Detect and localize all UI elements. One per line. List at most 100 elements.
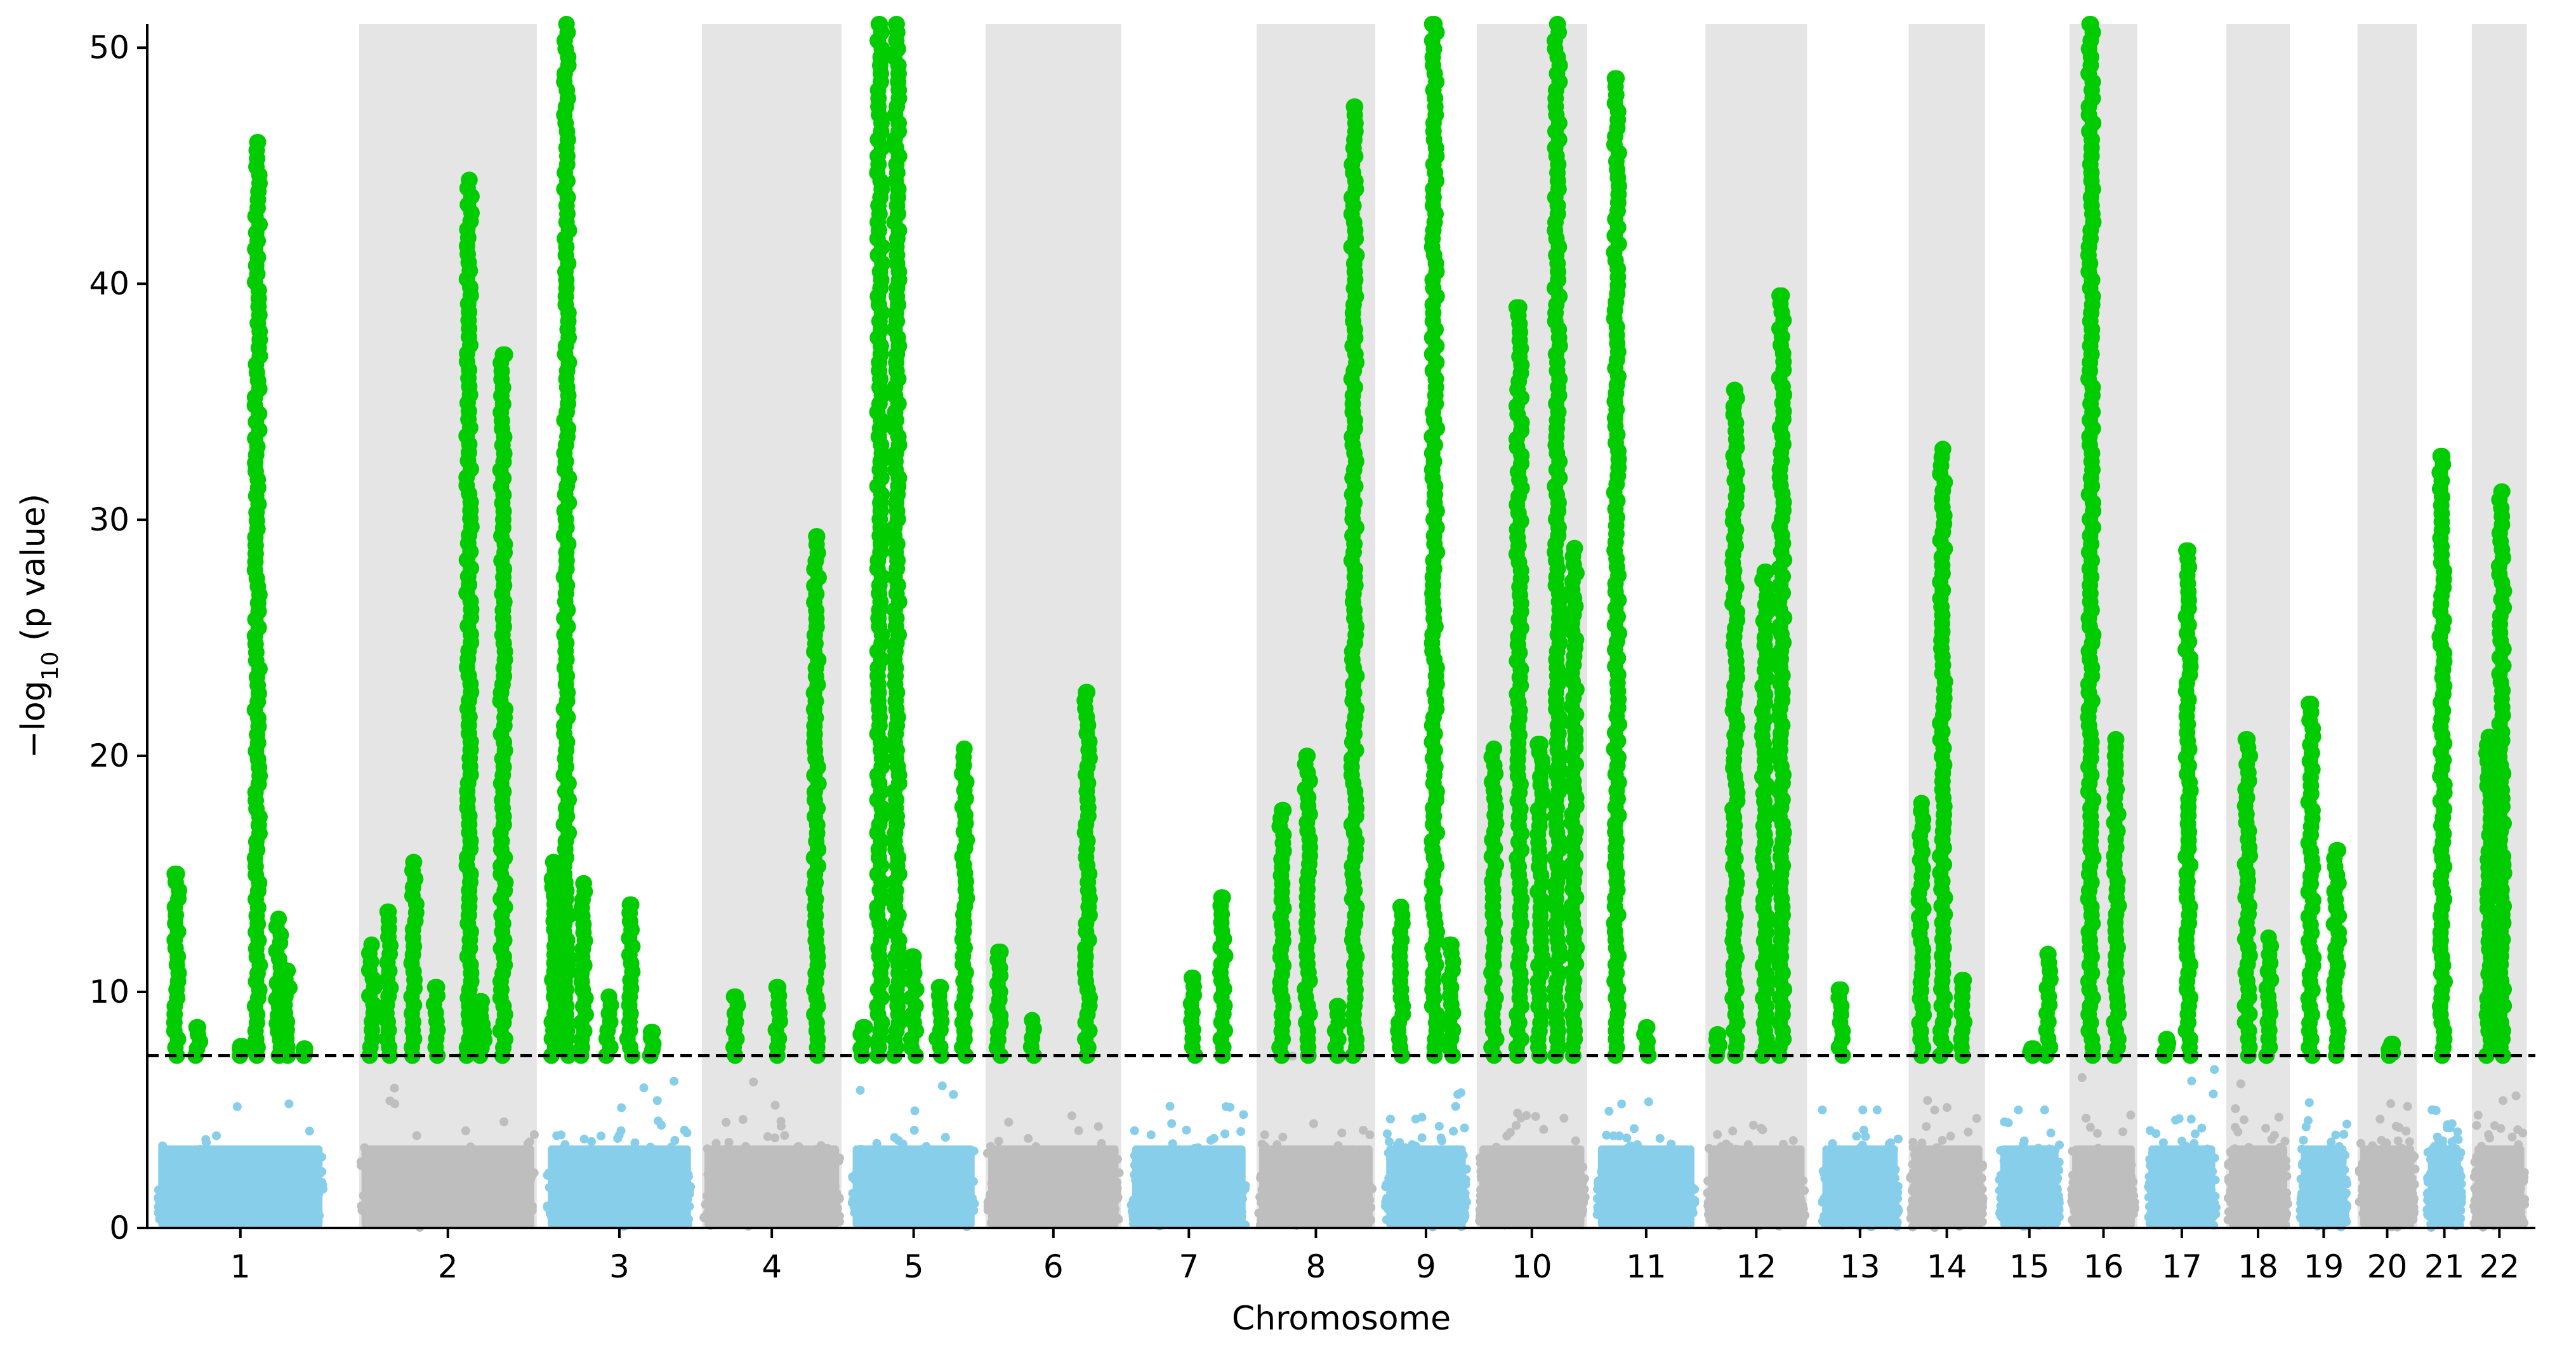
bg-point <box>1644 1097 1653 1107</box>
bg-point <box>1222 1102 1231 1111</box>
bg-point <box>1239 1110 1248 1119</box>
bg-point <box>305 1126 314 1136</box>
bg-point <box>1615 1132 1624 1141</box>
bg-point <box>749 1077 758 1086</box>
bg-point <box>776 1116 786 1126</box>
bg-point <box>770 1100 780 1110</box>
bg-point <box>1539 1125 1549 1134</box>
peak-top-point <box>295 1040 312 1057</box>
peak-top-point <box>642 1024 659 1041</box>
peak-top-point <box>1549 16 1566 32</box>
bg-point <box>1236 1127 1246 1137</box>
bg-point <box>614 1131 624 1140</box>
bg-point <box>1146 1130 1156 1140</box>
bg-point <box>1436 1133 1446 1143</box>
bg-point <box>201 1135 211 1144</box>
bg-point <box>1571 1136 1580 1145</box>
peak-top-point <box>426 979 444 996</box>
bg-point <box>670 1076 679 1086</box>
bg-point <box>1074 1126 1083 1135</box>
peak-top-point <box>956 740 973 757</box>
peak-top-point <box>1443 936 1460 953</box>
bg-point <box>722 1118 731 1127</box>
bg-point <box>1451 1102 1460 1111</box>
peak-top-point <box>770 979 787 996</box>
bg-point <box>855 1086 865 1095</box>
bg-point <box>1130 1126 1139 1135</box>
bg-point <box>529 1130 539 1139</box>
bg-point <box>1655 1133 1665 1143</box>
peak-top-point <box>854 1019 871 1036</box>
bg-point <box>1788 1136 1798 1145</box>
bg-point <box>412 1131 421 1140</box>
peak-top-point <box>494 346 512 363</box>
bg-point <box>1512 1121 1521 1130</box>
peak-top-point <box>406 854 423 871</box>
bg-point <box>1167 1119 1177 1128</box>
bg-point <box>1385 1114 1395 1124</box>
bg-point <box>1024 1133 1033 1143</box>
peak-top-point <box>380 903 397 920</box>
bg-point <box>1165 1102 1175 1111</box>
bg-point <box>780 1131 789 1140</box>
peak-top-point <box>1426 16 1443 32</box>
peak-top-point <box>1299 748 1316 765</box>
bg-point <box>586 1137 596 1146</box>
bg-point <box>1559 1114 1569 1123</box>
bg-fill-11 <box>1597 1145 1694 1228</box>
peak-top-point <box>1274 802 1291 819</box>
peak-top-point <box>727 988 744 1005</box>
bg-point <box>1513 1108 1522 1118</box>
bg-point <box>1359 1125 1368 1135</box>
bg-point <box>1337 1128 1347 1138</box>
chromosome-band-12 <box>1705 24 1807 1228</box>
bg-point <box>941 1133 950 1142</box>
bg-point <box>556 1130 565 1140</box>
chromosome-band-20 <box>2357 24 2417 1228</box>
peak-top-point <box>1392 899 1409 916</box>
bg-point <box>1260 1130 1269 1140</box>
bg-point <box>390 1083 399 1093</box>
peak-top-point <box>930 979 948 996</box>
bg-point <box>1434 1121 1444 1131</box>
bg-point <box>994 1137 1003 1146</box>
peak-top-point <box>1637 1019 1655 1036</box>
bg-point <box>652 1096 662 1106</box>
bg-point <box>1182 1125 1191 1135</box>
bg-point <box>909 1126 919 1135</box>
bg-point <box>894 1135 903 1145</box>
bg-point <box>680 1125 689 1135</box>
bg-point <box>670 1135 680 1145</box>
peak-top-point <box>363 936 380 953</box>
bg-fill-8 <box>1259 1145 1373 1228</box>
bg-point <box>1004 1118 1014 1127</box>
bg-point <box>597 1132 606 1141</box>
bg-point <box>639 1083 649 1093</box>
bg-point <box>617 1103 626 1112</box>
bg-point <box>1209 1133 1219 1143</box>
peak-top-point <box>1608 70 1625 87</box>
peak-top-point <box>1079 683 1096 701</box>
bg-fill-9 <box>1386 1145 1466 1228</box>
bg-point <box>232 1102 242 1111</box>
bg-point <box>1093 1122 1103 1132</box>
bg-point <box>1417 1133 1427 1142</box>
bg-point <box>1502 1132 1512 1141</box>
bg-point <box>1531 1112 1540 1121</box>
peak-top-point <box>990 943 1007 960</box>
peak-top-point <box>558 16 575 32</box>
peak-top-point <box>249 133 266 150</box>
bg-fill-3 <box>548 1145 691 1228</box>
peak-top-point <box>575 874 592 892</box>
data-points <box>154 16 2530 1232</box>
peak-top-point <box>1214 889 1231 906</box>
bg-fill-5 <box>852 1145 975 1228</box>
bg-point <box>1309 1119 1318 1128</box>
bg-point <box>1617 1099 1627 1109</box>
bg-point <box>1384 1137 1394 1147</box>
peak-top-point <box>190 1019 207 1036</box>
peak-top-point <box>871 16 888 32</box>
bg-point <box>1522 1111 1531 1120</box>
bg-point <box>937 1081 947 1091</box>
